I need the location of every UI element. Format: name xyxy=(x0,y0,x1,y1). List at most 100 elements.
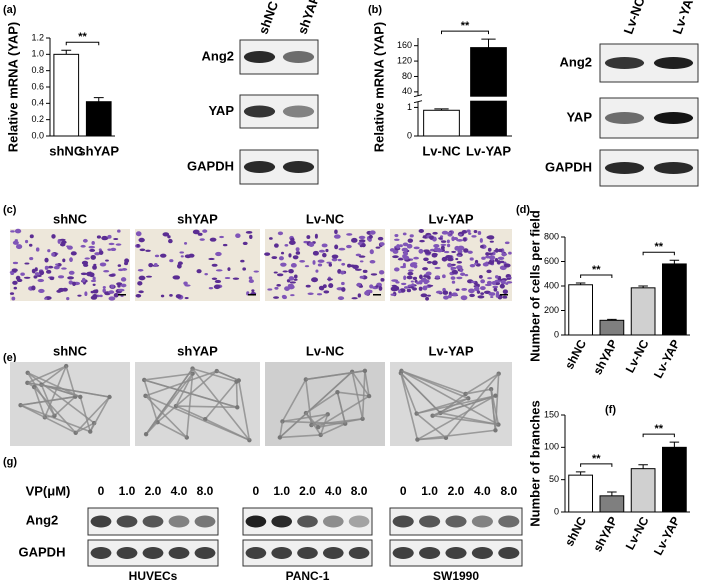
stained-cell xyxy=(468,232,472,235)
significance-bracket xyxy=(580,274,613,278)
y-tick-label: 1 xyxy=(407,102,412,112)
stained-cell xyxy=(378,285,383,291)
stained-cell xyxy=(215,251,222,257)
label: 4.0 xyxy=(474,484,491,498)
label: 1.0 xyxy=(119,484,136,498)
stained-cell xyxy=(471,280,476,284)
tube-network xyxy=(79,396,111,432)
stained-cell xyxy=(457,249,463,254)
blot-band xyxy=(116,515,138,528)
label: 4.0 xyxy=(325,484,342,498)
blot-band xyxy=(282,105,315,118)
stained-cell xyxy=(499,283,505,289)
stained-cell xyxy=(44,257,49,263)
stained-cell xyxy=(347,263,352,268)
blot-band xyxy=(194,547,216,559)
stained-cell xyxy=(102,236,109,240)
panel-label: (d) xyxy=(516,204,530,216)
tube-network xyxy=(279,371,353,439)
label: Lv-NC xyxy=(422,143,461,158)
stained-cell xyxy=(96,235,101,239)
stained-cell xyxy=(295,251,301,255)
stained-cell xyxy=(337,296,345,301)
tube-network xyxy=(145,368,194,435)
y-tick-label: 0.8 xyxy=(31,65,44,75)
stained-cell xyxy=(31,285,36,291)
stained-cell xyxy=(307,292,314,295)
stained-cell xyxy=(67,276,74,280)
scale-bar xyxy=(500,294,508,296)
stained-cell xyxy=(273,296,279,299)
y-tick-label: 0 xyxy=(554,506,559,516)
stained-cell xyxy=(468,288,475,294)
stained-cell xyxy=(450,266,454,271)
tube-network xyxy=(416,394,496,417)
stained-cell xyxy=(463,248,469,253)
tube-node xyxy=(415,437,420,442)
stained-cell xyxy=(438,237,443,240)
stained-cell xyxy=(334,244,339,250)
stained-cell xyxy=(227,267,231,271)
blot-band xyxy=(168,547,190,559)
y-tick-label: 100 xyxy=(544,442,559,452)
stained-cell xyxy=(240,259,245,263)
stained-cell xyxy=(123,261,129,266)
blot-band xyxy=(604,57,645,69)
stained-cell xyxy=(20,272,25,276)
stained-cell xyxy=(99,294,103,298)
tube-node xyxy=(235,405,240,410)
stained-cell xyxy=(328,263,333,267)
stained-cell xyxy=(90,279,97,283)
panel-label: (e) xyxy=(3,352,17,364)
stained-cell xyxy=(10,230,15,233)
stained-cell xyxy=(352,264,359,270)
stained-cell xyxy=(413,246,420,250)
stained-cell xyxy=(422,285,428,291)
label: Ang2 xyxy=(560,54,593,69)
stained-cell xyxy=(312,260,316,265)
stained-cell xyxy=(108,273,116,277)
y-tick-label: 160 xyxy=(397,40,412,50)
blot-band xyxy=(90,515,112,528)
stained-cell xyxy=(402,242,409,247)
blot-band xyxy=(243,161,276,173)
stained-cell xyxy=(34,272,40,276)
label: YAP xyxy=(566,109,592,124)
stained-cell xyxy=(407,238,414,243)
stained-cell xyxy=(274,286,279,290)
stained-cell xyxy=(492,285,499,289)
stained-cell xyxy=(69,257,73,263)
stained-cell xyxy=(66,296,70,301)
label: Number of cells per field xyxy=(527,210,542,362)
label: GAPDH xyxy=(187,158,234,173)
error-bar xyxy=(575,471,586,476)
stained-cell xyxy=(410,280,414,283)
stained-cell xyxy=(92,283,96,286)
stained-cell xyxy=(12,261,19,265)
stained-cell xyxy=(479,238,483,243)
tube-network xyxy=(144,395,188,439)
stained-cell xyxy=(401,247,408,252)
stained-cell xyxy=(412,276,418,281)
panel-label: (b) xyxy=(368,4,382,16)
stained-cell xyxy=(11,296,16,301)
label: shYAP xyxy=(590,337,620,377)
stained-cell xyxy=(337,258,342,262)
error-bar xyxy=(669,259,680,264)
stained-cell xyxy=(83,263,89,267)
error-bar xyxy=(575,282,586,285)
tube-network xyxy=(311,371,364,426)
label: Relative mRNA (YAP) xyxy=(371,22,386,153)
stained-cell xyxy=(434,275,441,279)
stained-cell xyxy=(436,248,443,253)
significance-label: ** xyxy=(654,241,663,253)
stained-cell xyxy=(357,293,362,298)
stained-cell xyxy=(466,229,471,233)
stained-cell xyxy=(108,242,115,246)
stained-cell xyxy=(167,235,171,239)
blot-band xyxy=(471,515,493,528)
stained-cell xyxy=(501,252,508,256)
bar xyxy=(599,319,625,336)
tube-network xyxy=(305,391,346,424)
stained-cell xyxy=(28,243,33,247)
